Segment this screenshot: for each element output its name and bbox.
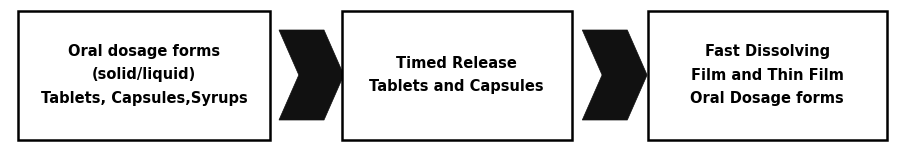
Text: Timed Release
Tablets and Capsules: Timed Release Tablets and Capsules (369, 56, 544, 94)
Polygon shape (582, 30, 647, 120)
FancyBboxPatch shape (648, 11, 886, 140)
FancyBboxPatch shape (342, 11, 572, 140)
Text: Fast Dissolving
Film and Thin Film
Oral Dosage forms: Fast Dissolving Film and Thin Film Oral … (690, 44, 844, 106)
Polygon shape (279, 30, 344, 120)
FancyBboxPatch shape (18, 11, 270, 140)
Text: Oral dosage forms
(solid/liquid)
Tablets, Capsules,Syrups: Oral dosage forms (solid/liquid) Tablets… (40, 44, 248, 106)
